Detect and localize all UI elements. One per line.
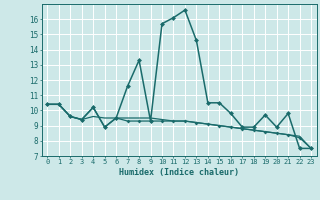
X-axis label: Humidex (Indice chaleur): Humidex (Indice chaleur) — [119, 168, 239, 177]
